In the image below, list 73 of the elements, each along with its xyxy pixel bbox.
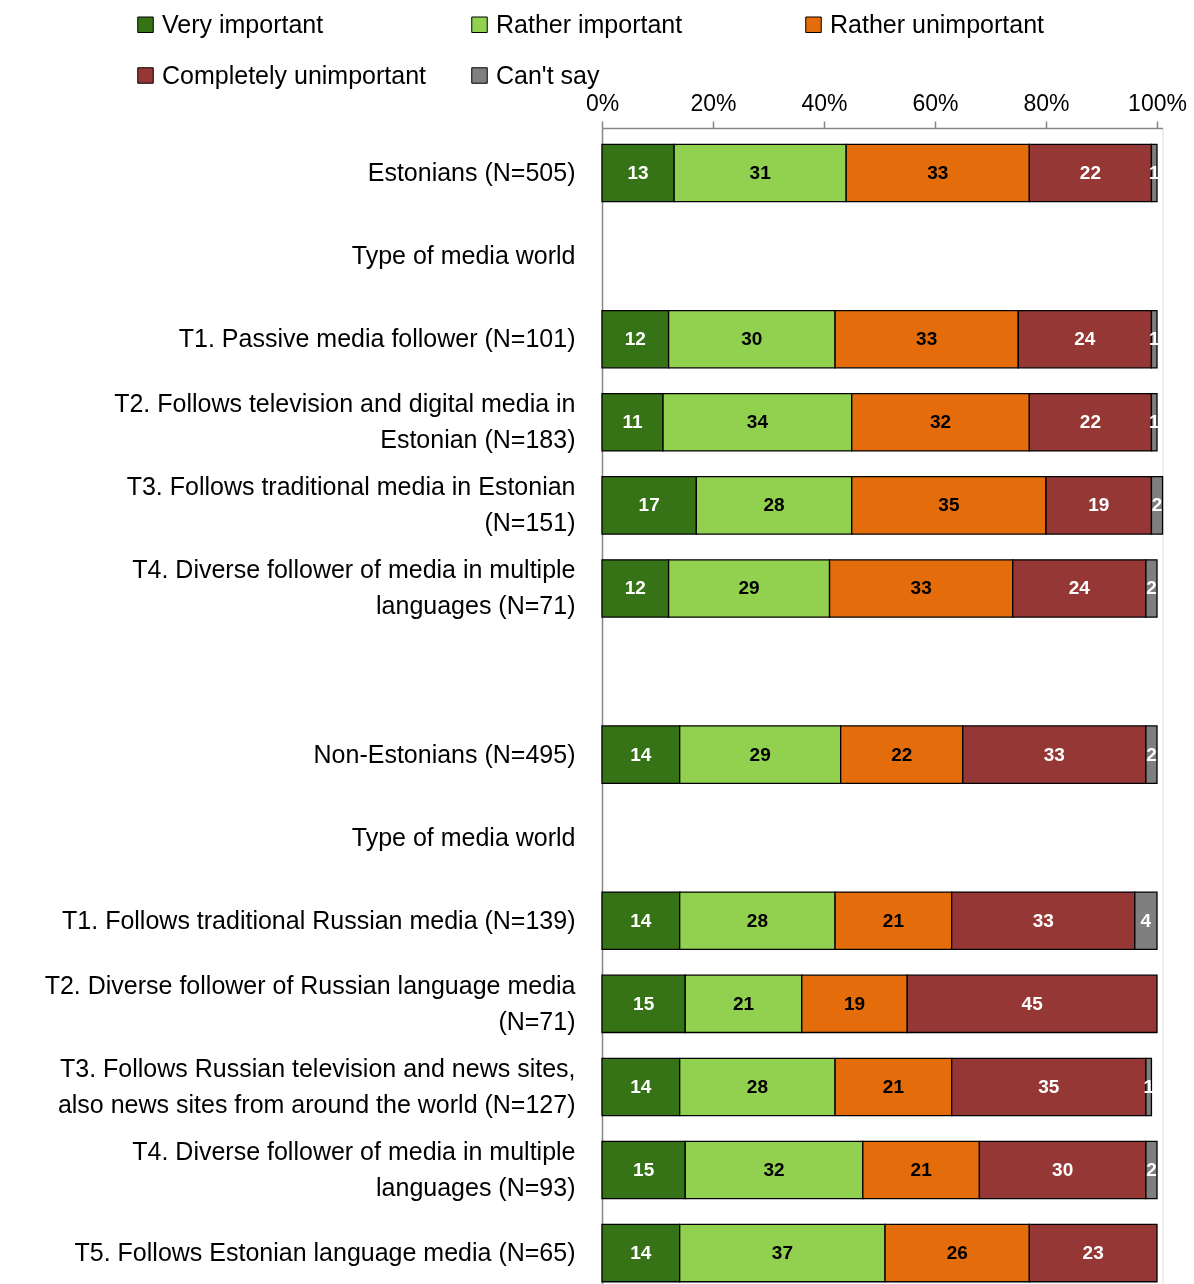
data-label: 32 [929, 411, 952, 433]
y-tick-label: T1. Follows traditional Russian media (N=139) [62, 905, 576, 934]
data-label: 15 [633, 1159, 655, 1181]
legend-label: Can't say [496, 60, 600, 89]
data-label: 21 [910, 1159, 933, 1181]
data-label: 28 [746, 909, 768, 931]
data-label: 13 [627, 162, 649, 184]
data-label: 28 [746, 1075, 768, 1097]
y-tick-label: T3. Follows Russian television and news sites, also news sites from around the world (N=127) [57, 1053, 576, 1118]
legend-label: Very important [162, 9, 324, 38]
data-label: 2 [1151, 494, 1163, 516]
y-tick-label: T2. Follows television and digital media in Estonian (N=183) [114, 389, 576, 454]
y-tick-label: T5. Follows Estonian language media (N=65) [74, 1238, 576, 1267]
legend-label: Rather important [496, 9, 683, 38]
x-tick-label: 40% [801, 89, 848, 116]
data-label: 21 [882, 1075, 905, 1097]
y-tick-label: Non-Estonians (N=495) [313, 739, 576, 768]
data-label: 33 [916, 328, 938, 350]
data-label: 30 [741, 328, 763, 350]
y-tick-label: T1. Passive media follower (N=101) [178, 324, 576, 353]
data-label: 22 [1079, 162, 1101, 184]
y-tick-label: T3. Follows traditional media in Estonian (N=151) [126, 472, 576, 537]
y-tick-label: T4. Diverse follower of media in multiple languages (N=71) [132, 555, 576, 620]
data-label: 14 [630, 743, 652, 765]
legend-label: Completely unimportant [162, 60, 427, 89]
legend-label: Rather unimportant [830, 9, 1045, 38]
x-tick-label: 80% [1023, 89, 1070, 116]
data-label: 45 [1021, 992, 1044, 1014]
data-label: 2 [1146, 577, 1157, 599]
data-label: 32 [763, 1159, 785, 1181]
data-label: 33 [927, 162, 949, 184]
data-label: 19 [843, 992, 866, 1014]
data-label: 14 [630, 1242, 652, 1264]
data-label: 35 [1038, 1075, 1060, 1097]
x-tick-label: 60% [912, 89, 959, 116]
data-label: 29 [738, 577, 760, 599]
data-label: 14 [630, 909, 652, 931]
data-label: 21 [732, 992, 755, 1014]
data-label: 11 [622, 411, 643, 433]
data-label: 26 [946, 1242, 968, 1264]
data-label: 2 [1146, 1159, 1157, 1181]
data-label: 33 [910, 577, 932, 599]
x-tick-label: 100% [1128, 89, 1187, 116]
y-tick-label: Type of media world [351, 241, 576, 270]
data-label: 2 [1146, 743, 1157, 765]
y-tick-label: Type of media world [351, 822, 576, 851]
data-label: 35 [938, 494, 960, 516]
x-tick-label: 0% [585, 89, 620, 116]
data-label: 12 [624, 328, 646, 350]
data-label: 29 [749, 743, 771, 765]
data-label: 22 [891, 743, 913, 765]
x-tick-label: 20% [690, 89, 737, 116]
data-label: 24 [1074, 328, 1096, 350]
data-label: 23 [1082, 1242, 1104, 1264]
y-tick-label: T2. Diverse follower of Russian language media (N=71) [44, 970, 576, 1035]
data-label: 4 [1140, 909, 1152, 931]
data-label: 37 [771, 1242, 793, 1264]
data-label: 28 [763, 494, 785, 516]
y-tick-label: T4. Diverse follower of media in multiple languages (N=93) [132, 1137, 576, 1202]
data-label: 33 [1043, 743, 1065, 765]
data-label: 31 [749, 162, 772, 184]
data-label: 24 [1068, 577, 1091, 599]
data-label: 15 [633, 992, 655, 1014]
data-label: 14 [630, 1075, 652, 1097]
data-label: 12 [624, 577, 646, 599]
y-tick-label: Estonians (N=505) [367, 158, 576, 187]
data-label: 33 [1032, 909, 1054, 931]
data-label: 19 [1088, 494, 1110, 516]
data-label: 30 [1052, 1159, 1074, 1181]
data-label: 22 [1079, 411, 1101, 433]
data-label: 17 [638, 494, 660, 516]
data-label: 34 [746, 411, 769, 433]
data-label: 21 [882, 909, 905, 931]
